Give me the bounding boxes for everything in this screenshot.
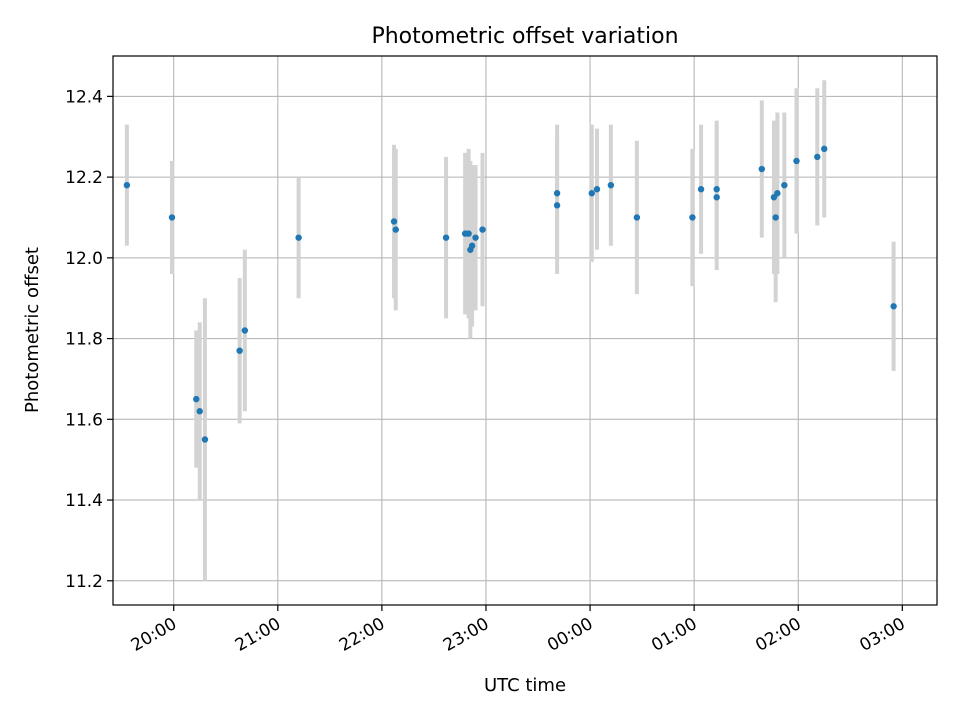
data-point	[201, 436, 209, 443]
x-tick-label: 21:00	[232, 614, 284, 656]
data-point	[553, 202, 561, 209]
data-point	[442, 234, 450, 241]
data-point	[607, 181, 615, 189]
data-point	[781, 181, 788, 189]
x-axis-label: UTC time	[484, 675, 566, 696]
data-point	[168, 214, 176, 221]
x-tick-label: 22:00	[336, 614, 388, 656]
data-point	[193, 395, 200, 403]
data-point	[593, 186, 601, 193]
y-tick-label: 12.4	[65, 87, 103, 107]
data-point	[713, 194, 720, 201]
x-tick-label: 01:00	[648, 614, 700, 656]
data-point	[713, 186, 720, 193]
data-point	[814, 153, 821, 161]
chart-title: Photometric offset variation	[371, 24, 678, 49]
data-point	[465, 230, 472, 237]
y-tick-label: 11.4	[65, 491, 103, 511]
x-tick-label: 20:00	[128, 614, 180, 656]
data-point	[774, 190, 781, 197]
y-axis-label: Photometric offset	[22, 247, 43, 413]
data-point	[588, 190, 595, 197]
data-point	[123, 181, 131, 189]
x-tick-label: 03:00	[856, 614, 908, 656]
x-axis-ticks: 20:00 21:00 22:00 23:00 00:00 01:00 02:00 03:00	[128, 605, 909, 656]
data-point	[472, 234, 479, 241]
y-axis-ticks: 11.2 11.4 11.6 11.8 12.0 12.2 12.4	[65, 87, 113, 592]
data-point	[468, 242, 476, 249]
data-point	[758, 165, 765, 173]
data-point	[236, 347, 243, 354]
data-point	[553, 190, 561, 197]
data-point	[196, 408, 203, 415]
x-tick-label: 00:00	[544, 614, 596, 656]
data-point	[392, 226, 399, 233]
y-tick-label: 12.2	[65, 168, 103, 188]
data-point	[689, 214, 696, 221]
x-tick-label: 23:00	[440, 614, 492, 656]
data-point	[295, 234, 302, 241]
y-tick-label: 11.2	[65, 572, 103, 592]
data-point	[772, 214, 779, 221]
grid-lines	[113, 56, 937, 605]
y-tick-label: 11.6	[65, 410, 103, 430]
data-point	[697, 186, 705, 193]
y-tick-label: 12.0	[65, 249, 103, 269]
data-point	[479, 226, 486, 233]
data-points	[123, 145, 897, 443]
data-point	[793, 157, 800, 165]
x-tick-label: 02:00	[752, 614, 804, 656]
data-point	[390, 218, 398, 225]
data-point	[890, 303, 897, 310]
plot-area-frame	[112, 55, 938, 606]
data-point	[241, 327, 249, 334]
y-tick-label: 11.8	[65, 330, 103, 350]
data-point	[821, 145, 828, 153]
data-point	[633, 214, 641, 221]
